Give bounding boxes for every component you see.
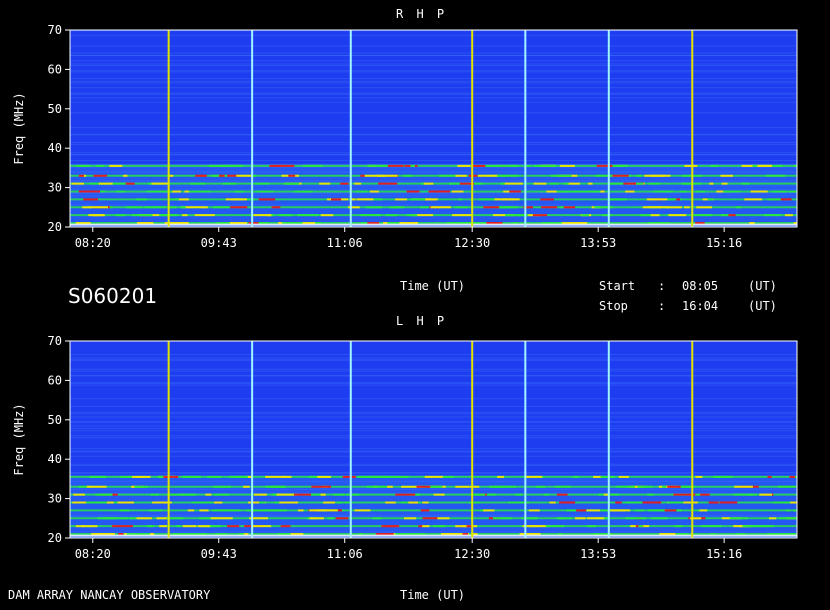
stop-colon: : — [658, 299, 666, 313]
x-tick-label: 15:16 — [706, 547, 742, 561]
y-tick-label: 40 — [48, 141, 62, 155]
x-tick-label: 11:06 — [327, 236, 363, 250]
y-tick-label: 20 — [48, 531, 62, 545]
x-tick-label: 12:30 — [454, 547, 490, 561]
x-tick-label: 09:43 — [201, 236, 237, 250]
plot-frame — [69, 340, 798, 539]
start-time: 08:05 — [682, 279, 719, 293]
start-colon: : — [658, 279, 666, 293]
rhp-title: R H P — [396, 7, 448, 21]
y-tick-label: 50 — [48, 102, 62, 116]
time-axis-label-bottom: Time (UT) — [400, 588, 466, 602]
y-tick-label: 50 — [48, 413, 62, 427]
low-frequency-glow — [70, 163, 797, 227]
stop-time: 16:04 — [682, 299, 719, 313]
x-tick-label: 15:16 — [706, 236, 742, 250]
low-frequency-glow — [70, 474, 797, 538]
y-tick-label: 40 — [48, 452, 62, 466]
y-tick-label: 70 — [48, 23, 62, 37]
x-tick-label: 09:43 — [201, 547, 237, 561]
y-axis-label: Freq (MHz) — [12, 92, 26, 164]
footer-credit: DAM ARRAY NANCAY OBSERVATORY — [8, 588, 211, 602]
start-ut: (UT) — [748, 279, 777, 293]
lhp-title: L H P — [396, 314, 448, 328]
y-tick-label: 30 — [48, 492, 62, 506]
time-axis-label-top: Time (UT) — [400, 279, 466, 293]
start-label: Start — [599, 279, 636, 293]
x-tick-label: 08:20 — [75, 236, 111, 250]
x-tick-label: 12:30 — [454, 236, 490, 250]
x-tick-label: 13:53 — [580, 236, 616, 250]
y-axis-label: Freq (MHz) — [12, 403, 26, 475]
x-tick-label: 08:20 — [75, 547, 111, 561]
x-tick-label: 11:06 — [327, 547, 363, 561]
x-tick-label: 13:53 — [580, 547, 616, 561]
stop-ut: (UT) — [748, 299, 777, 313]
stop-label: Stop — [599, 299, 628, 313]
plot-frame — [69, 29, 798, 228]
y-tick-label: 20 — [48, 220, 62, 234]
y-tick-label: 60 — [48, 373, 62, 387]
y-tick-label: 60 — [48, 62, 62, 76]
y-tick-label: 70 — [48, 334, 62, 348]
station-id: S060201 — [68, 284, 158, 308]
y-tick-label: 30 — [48, 181, 62, 195]
